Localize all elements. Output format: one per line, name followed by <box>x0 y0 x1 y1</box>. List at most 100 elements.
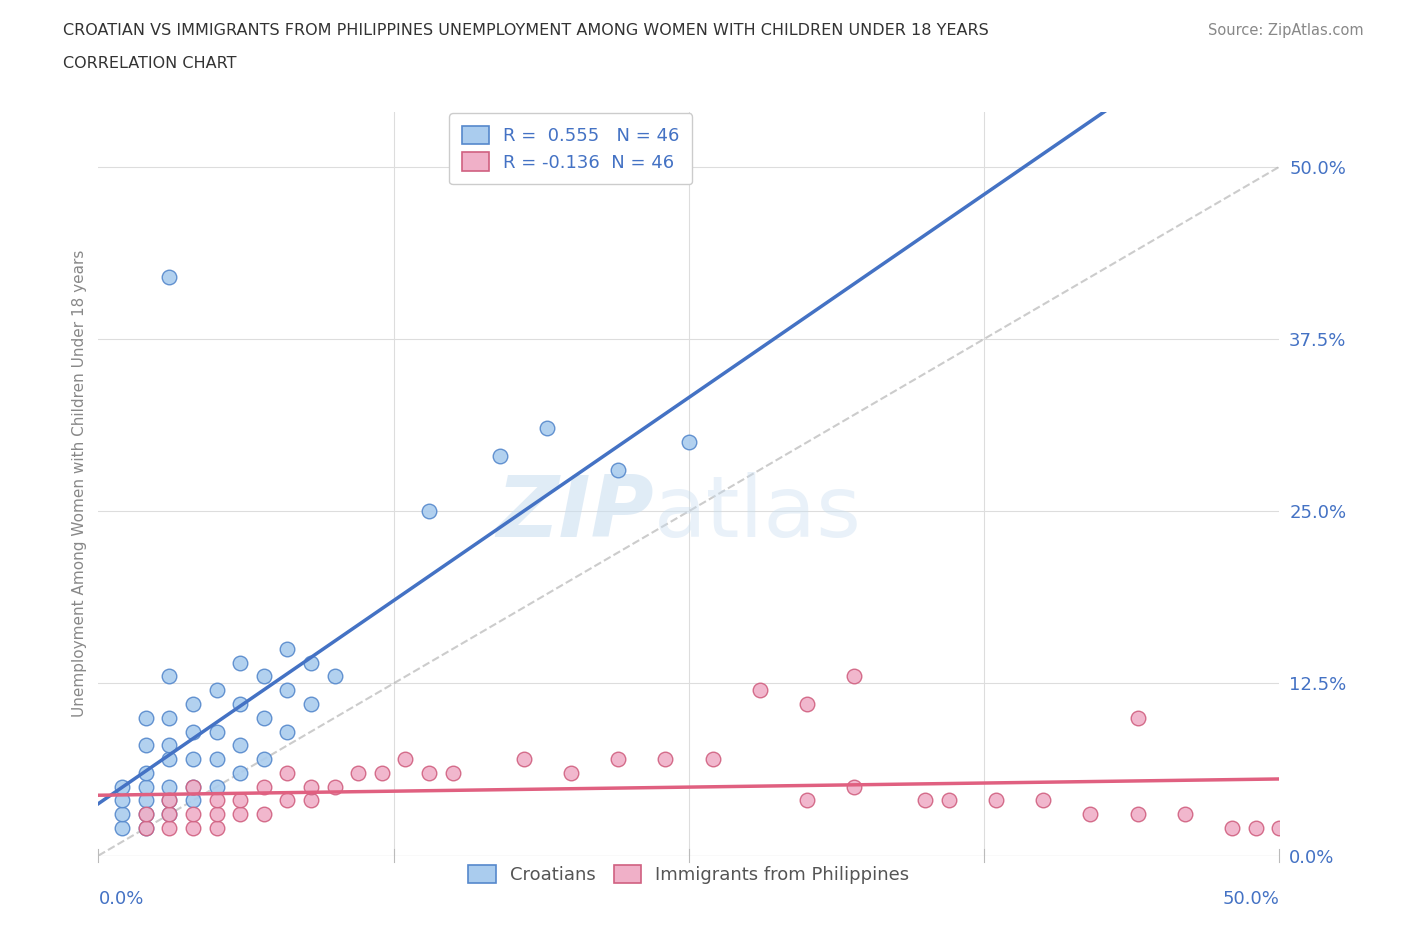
Point <box>984 793 1007 808</box>
Point <box>205 751 228 766</box>
Point <box>253 669 276 684</box>
Point <box>181 779 204 794</box>
Point <box>157 737 180 752</box>
Point <box>253 751 276 766</box>
Point <box>276 642 298 657</box>
Text: Source: ZipAtlas.com: Source: ZipAtlas.com <box>1208 23 1364 38</box>
Point <box>229 697 252 711</box>
Point <box>205 779 228 794</box>
Point <box>157 669 180 684</box>
Point <box>135 793 157 808</box>
Point <box>229 793 252 808</box>
Point <box>844 669 866 684</box>
Point <box>135 737 157 752</box>
Point <box>157 807 180 822</box>
Y-axis label: Unemployment Among Women with Children Under 18 years: Unemployment Among Women with Children U… <box>72 250 87 717</box>
Point <box>276 724 298 739</box>
Point <box>135 820 157 835</box>
Point <box>157 793 180 808</box>
Point <box>323 669 346 684</box>
Point <box>205 724 228 739</box>
Text: 0.0%: 0.0% <box>98 890 143 908</box>
Point <box>607 462 630 477</box>
Point <box>299 779 322 794</box>
Text: atlas: atlas <box>654 472 862 555</box>
Point <box>135 807 157 822</box>
Point <box>157 820 180 835</box>
Point <box>1268 820 1291 835</box>
Point <box>205 807 228 822</box>
Point <box>536 421 558 436</box>
Point <box>323 779 346 794</box>
Point <box>181 820 204 835</box>
Point <box>489 448 512 463</box>
Point <box>347 765 370 780</box>
Point <box>796 793 818 808</box>
Point <box>1032 793 1054 808</box>
Point <box>1126 711 1149 725</box>
Point <box>560 765 582 780</box>
Point <box>1244 820 1267 835</box>
Point <box>253 807 276 822</box>
Point <box>299 697 322 711</box>
Point <box>1080 807 1102 822</box>
Point <box>702 751 724 766</box>
Point <box>607 751 630 766</box>
Point <box>181 697 204 711</box>
Point <box>844 779 866 794</box>
Point <box>441 765 464 780</box>
Point <box>418 765 440 780</box>
Point <box>253 779 276 794</box>
Point <box>276 683 298 698</box>
Point <box>748 683 770 698</box>
Point <box>229 737 252 752</box>
Point <box>135 807 157 822</box>
Text: CROATIAN VS IMMIGRANTS FROM PHILIPPINES UNEMPLOYMENT AMONG WOMEN WITH CHILDREN U: CROATIAN VS IMMIGRANTS FROM PHILIPPINES … <box>63 23 988 38</box>
Point <box>229 656 252 671</box>
Point <box>157 270 180 285</box>
Point <box>181 779 204 794</box>
Point <box>135 765 157 780</box>
Point <box>276 793 298 808</box>
Point <box>135 820 157 835</box>
Point <box>371 765 394 780</box>
Point <box>205 683 228 698</box>
Point <box>418 504 440 519</box>
Point <box>1126 807 1149 822</box>
Point <box>135 779 157 794</box>
Point <box>229 765 252 780</box>
Point <box>654 751 676 766</box>
Point <box>181 724 204 739</box>
Point <box>157 711 180 725</box>
Point <box>181 751 204 766</box>
Point <box>111 807 134 822</box>
Point <box>229 807 252 822</box>
Point <box>181 807 204 822</box>
Point <box>1174 807 1197 822</box>
Point <box>253 711 276 725</box>
Text: CORRELATION CHART: CORRELATION CHART <box>63 56 236 71</box>
Point <box>205 793 228 808</box>
Legend: Croatians, Immigrants from Philippines: Croatians, Immigrants from Philippines <box>461 857 917 891</box>
Point <box>111 793 134 808</box>
Point <box>111 779 134 794</box>
Point <box>299 793 322 808</box>
Point <box>1220 820 1243 835</box>
Point <box>111 820 134 835</box>
Point <box>276 765 298 780</box>
Point <box>938 793 960 808</box>
Text: 50.0%: 50.0% <box>1223 890 1279 908</box>
Point <box>299 656 322 671</box>
Point <box>157 807 180 822</box>
Point <box>914 793 936 808</box>
Point <box>796 697 818 711</box>
Point <box>157 793 180 808</box>
Text: ZIP: ZIP <box>496 472 654 555</box>
Point <box>678 435 700 450</box>
Point <box>394 751 416 766</box>
Point <box>205 820 228 835</box>
Point <box>181 793 204 808</box>
Point <box>135 711 157 725</box>
Point <box>157 779 180 794</box>
Point <box>157 751 180 766</box>
